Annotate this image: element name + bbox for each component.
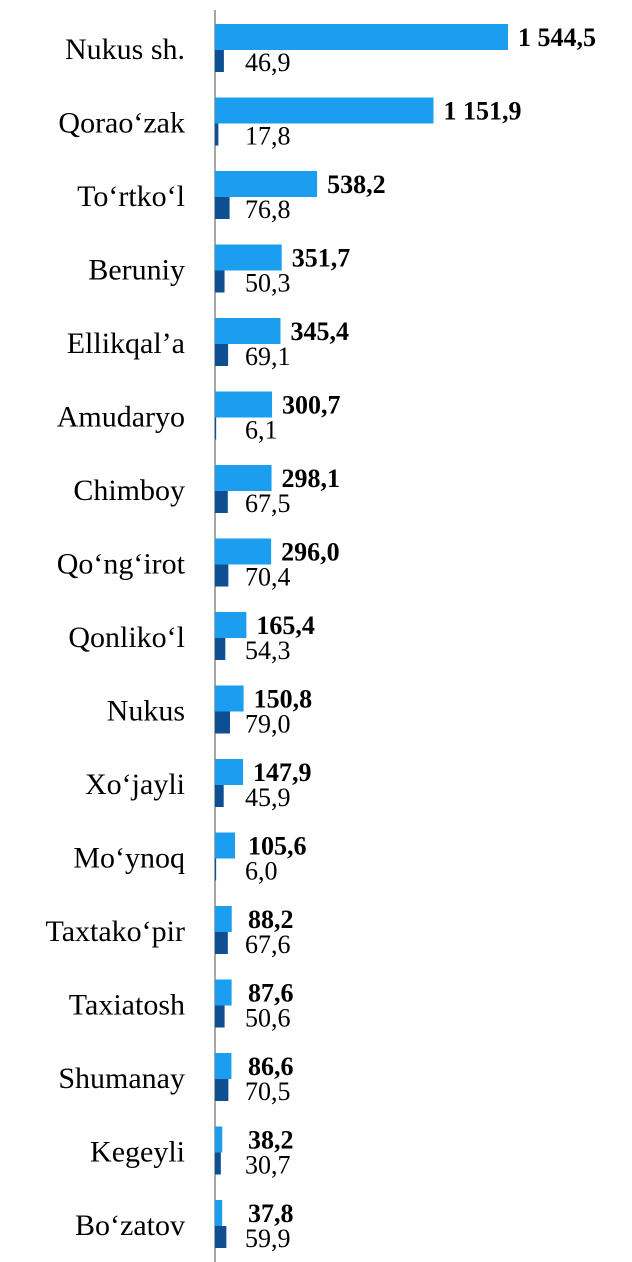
bar: [215, 465, 272, 491]
value-label: 300,7: [282, 390, 341, 419]
value-label: 67,5: [245, 489, 291, 518]
bar: [215, 906, 232, 932]
value-label: 45,9: [245, 783, 291, 812]
value-label: 150,8: [254, 684, 312, 713]
category-label: Qo‘ng‘irot: [57, 547, 186, 580]
category-label: Mo‘ynoq: [73, 841, 185, 874]
bar: [215, 538, 272, 565]
bar: [215, 197, 230, 219]
value-label: 165,4: [256, 611, 315, 640]
bar: [215, 1226, 227, 1248]
value-label: 87,6: [248, 978, 294, 1007]
bar: [215, 24, 508, 50]
value-label: 86,6: [248, 1052, 294, 1081]
value-label: 1 544,5: [518, 23, 596, 52]
category-label: Nukus: [107, 694, 185, 727]
bar: [215, 932, 228, 954]
category-label: Beruniy: [88, 253, 185, 286]
value-label: 345,4: [291, 317, 350, 346]
bar: [215, 759, 244, 785]
value-label: 38,2: [248, 1125, 294, 1154]
value-label: 17,8: [245, 121, 291, 150]
bar: [215, 858, 217, 881]
bar: [215, 491, 228, 513]
value-label: 147,9: [253, 758, 312, 787]
value-label: 67,6: [245, 930, 291, 959]
bar: [215, 979, 232, 1006]
value-label: 37,8: [248, 1199, 294, 1228]
category-label: Taxtako‘pir: [45, 915, 185, 948]
category-label: Kegeyli: [90, 1135, 185, 1168]
bar: [215, 1079, 229, 1101]
category-label: Xo‘jayli: [85, 768, 185, 801]
category-label: Shumanay: [58, 1062, 185, 1095]
bar: [215, 244, 282, 271]
value-label: 70,5: [245, 1077, 291, 1106]
value-label: 76,8: [245, 195, 291, 224]
value-label: 50,3: [245, 268, 291, 297]
category-label: Bo‘zatov: [75, 1209, 185, 1242]
value-label: 6,0: [245, 856, 278, 885]
bar: [215, 1200, 223, 1226]
value-label: 351,7: [292, 243, 351, 272]
value-label: 88,2: [248, 905, 294, 934]
bar: [215, 97, 434, 124]
bar: [215, 711, 230, 734]
category-label: Chimboy: [73, 474, 185, 507]
bar: [215, 685, 244, 712]
value-label: 298,1: [282, 464, 341, 493]
bar: [215, 612, 247, 638]
bar: [215, 344, 229, 366]
bar: [215, 1152, 221, 1175]
value-label: 50,6: [245, 1003, 291, 1032]
category-label: Qonliko‘l: [68, 621, 185, 654]
bar: [215, 417, 217, 440]
bar: [215, 1005, 225, 1028]
bar: [215, 171, 318, 197]
value-label: 59,9: [245, 1224, 291, 1253]
bar: [215, 832, 236, 859]
category-label: To‘rtko‘l: [77, 180, 185, 213]
value-label: 69,1: [245, 342, 291, 371]
value-label: 79,0: [245, 709, 291, 738]
bar: [215, 123, 219, 146]
value-label: 6,1: [245, 415, 278, 444]
category-label: Taxiatosh: [69, 988, 185, 1021]
bar: [215, 638, 226, 660]
value-label: 46,9: [245, 48, 291, 77]
category-label: Ellikqal’a: [67, 327, 185, 360]
value-label: 30,7: [245, 1150, 291, 1179]
value-label: 1 151,9: [444, 96, 522, 125]
bar: [215, 1126, 223, 1153]
category-label: Amudaryo: [57, 400, 185, 433]
bar: [215, 50, 224, 72]
category-label: Nukus sh.: [65, 33, 185, 66]
value-label: 54,3: [245, 636, 291, 665]
value-label: 296,0: [281, 537, 340, 566]
bar: [215, 318, 281, 344]
category-label: Qorao‘zak: [58, 106, 185, 139]
bar: [215, 270, 225, 293]
value-label: 70,4: [245, 562, 291, 591]
bar: [215, 391, 273, 418]
value-label: 538,2: [327, 170, 386, 199]
bar: [215, 564, 229, 587]
bar: [215, 785, 224, 807]
bar: [215, 1053, 232, 1079]
value-label: 105,6: [248, 831, 307, 860]
